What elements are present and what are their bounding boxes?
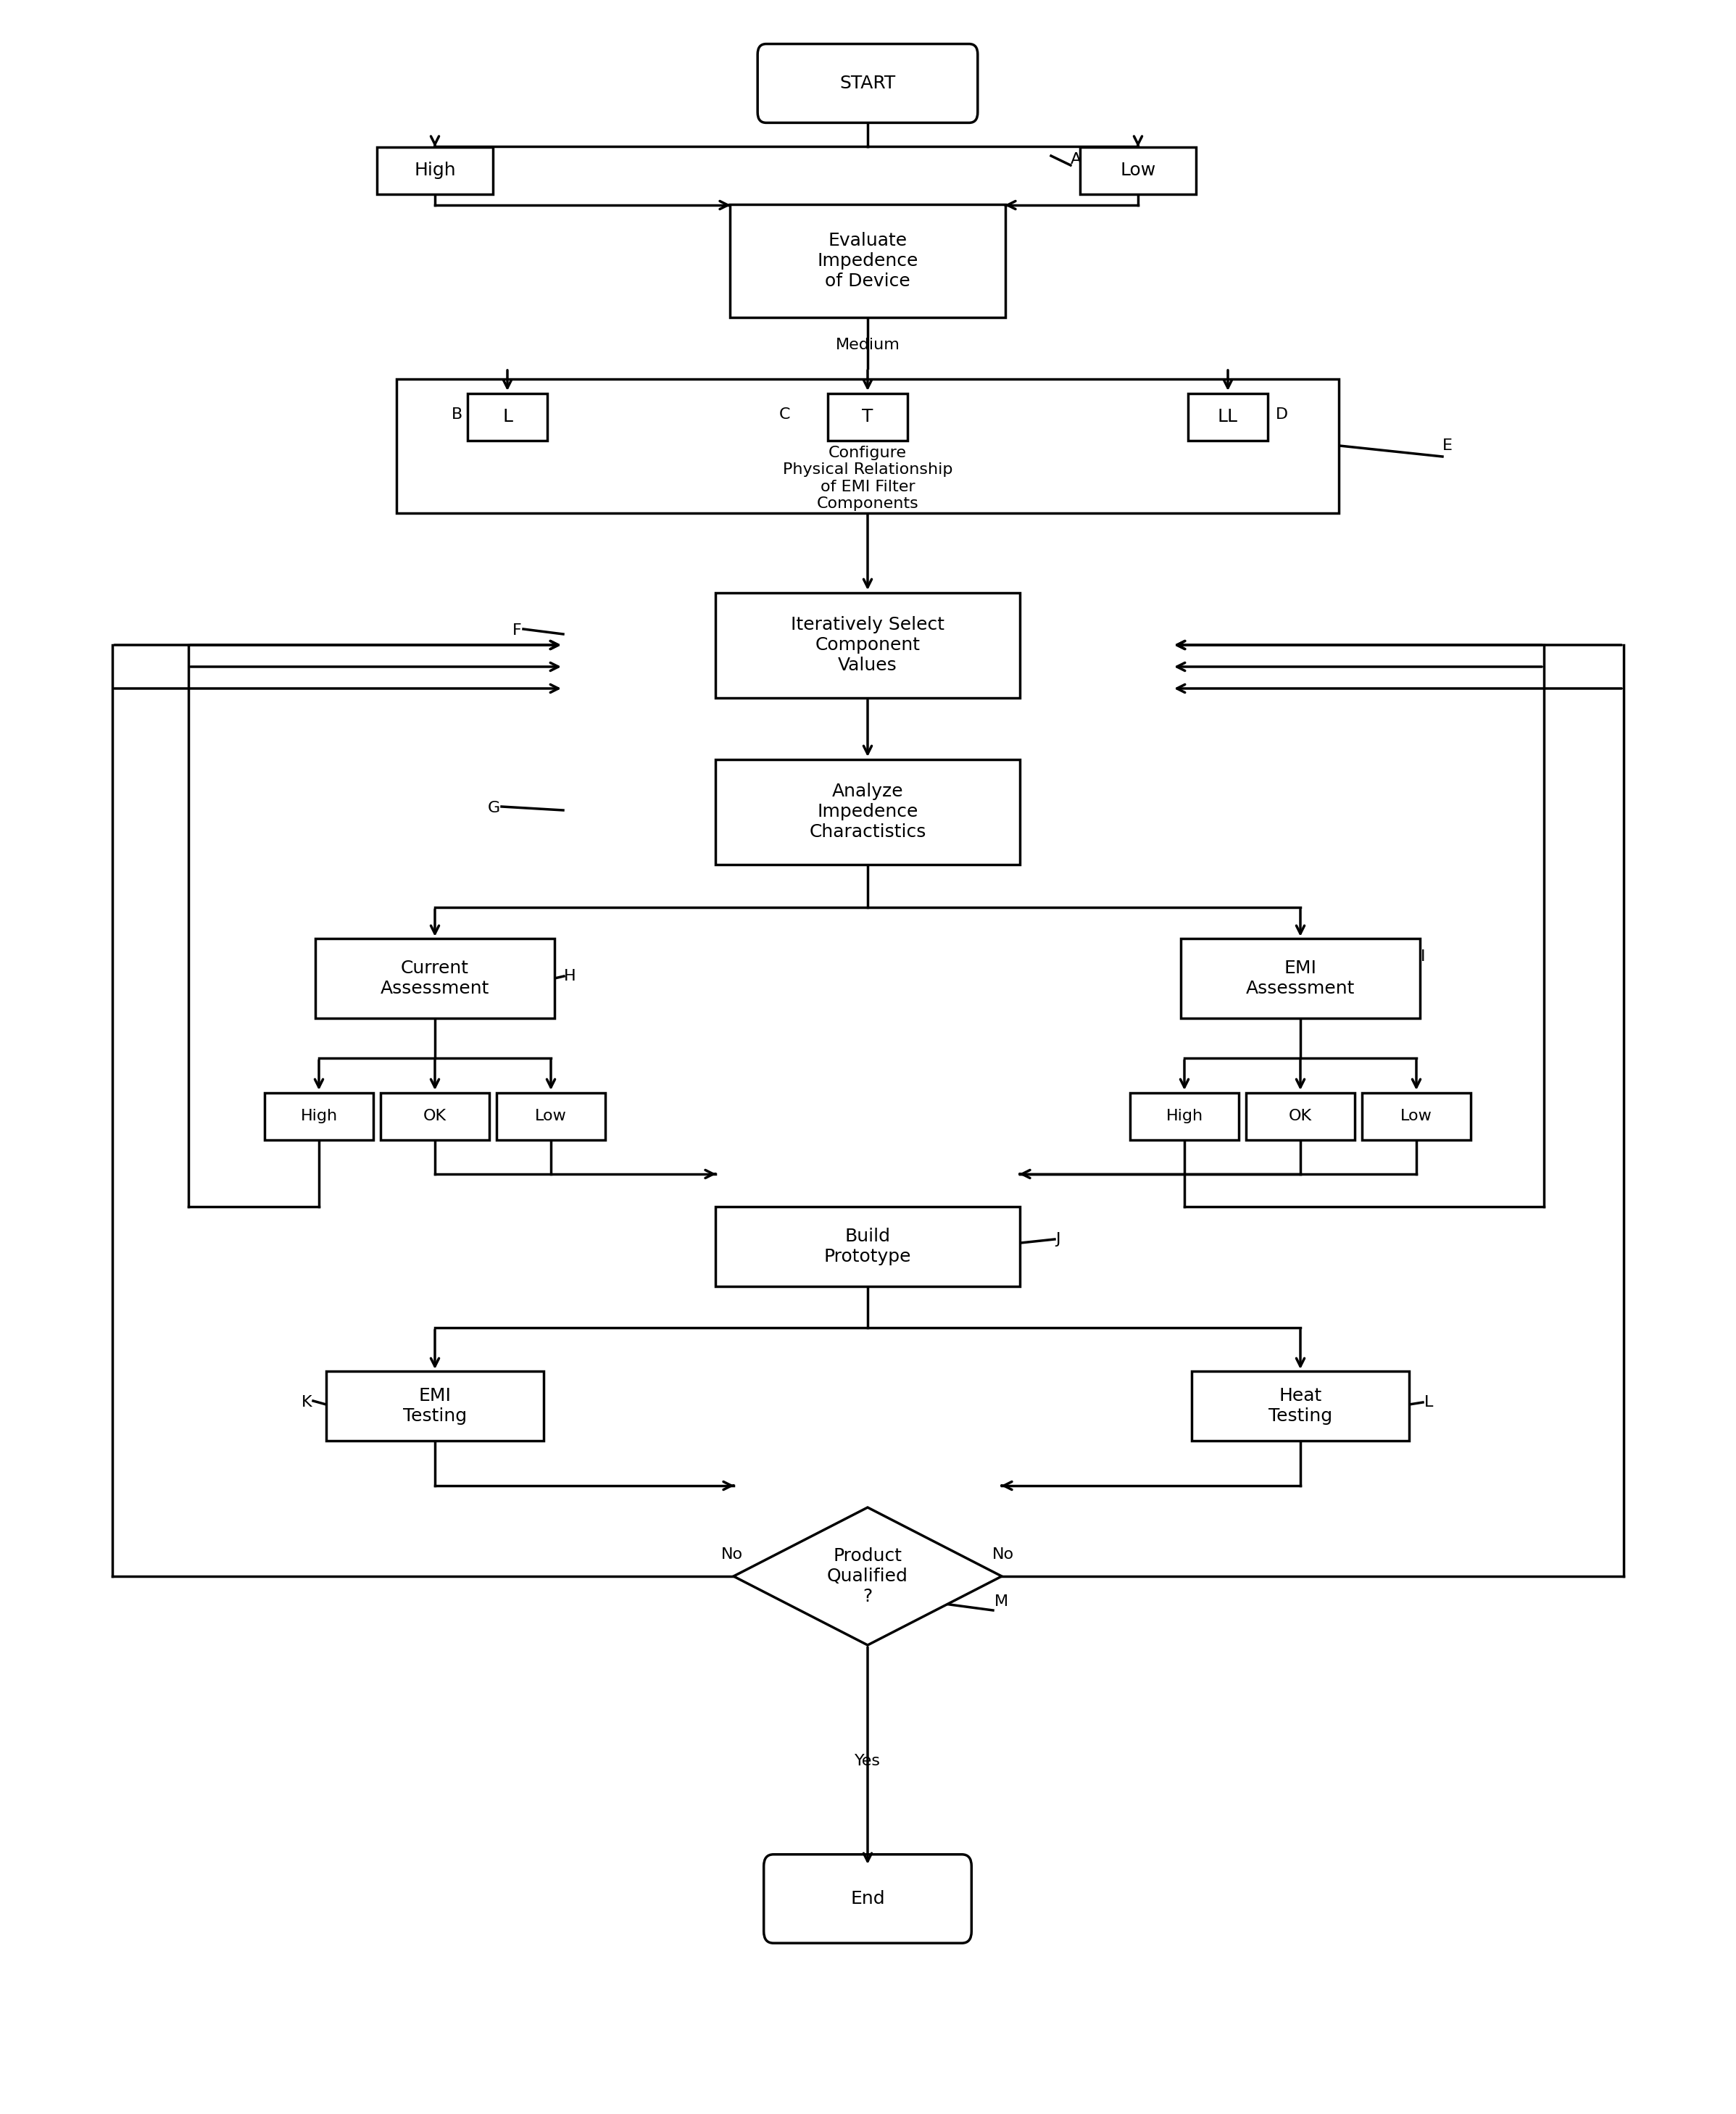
Bar <box>715 592 1019 698</box>
Text: L: L <box>502 408 512 425</box>
Bar <box>1130 1093 1240 1139</box>
Text: J: J <box>1055 1232 1061 1247</box>
Text: Product
Qualified
?: Product Qualified ? <box>826 1547 908 1605</box>
Text: Iteratively Select
Component
Values: Iteratively Select Component Values <box>792 615 944 674</box>
Text: Heat
Testing: Heat Testing <box>1269 1387 1332 1425</box>
Text: START: START <box>840 74 896 93</box>
Text: High: High <box>1167 1110 1203 1123</box>
Text: K: K <box>300 1395 312 1410</box>
Text: D: D <box>1276 408 1288 423</box>
Text: F: F <box>512 624 523 638</box>
Bar <box>828 393 908 440</box>
Bar <box>380 1093 490 1139</box>
Text: T: T <box>863 408 873 425</box>
Text: B: B <box>451 408 462 423</box>
Bar <box>1191 1372 1410 1440</box>
Text: LL: LL <box>1217 408 1238 425</box>
Text: Medium: Medium <box>835 338 899 353</box>
Text: Low: Low <box>1401 1110 1432 1123</box>
Text: Evaluate
Impedence
of Device: Evaluate Impedence of Device <box>818 233 918 290</box>
FancyBboxPatch shape <box>764 1854 972 1943</box>
Text: No: No <box>993 1547 1014 1562</box>
Text: A: A <box>1071 152 1082 167</box>
Bar <box>1363 1093 1470 1139</box>
Bar <box>1187 393 1267 440</box>
Bar <box>729 205 1005 317</box>
Bar <box>264 1093 373 1139</box>
Text: OK: OK <box>424 1110 446 1123</box>
Text: EMI
Assessment: EMI Assessment <box>1246 960 1354 998</box>
Text: High: High <box>413 161 457 180</box>
Text: End: End <box>851 1890 885 1907</box>
Text: Current
Assessment: Current Assessment <box>380 960 490 998</box>
Bar <box>715 1207 1019 1287</box>
Text: No: No <box>720 1547 743 1562</box>
Text: High: High <box>300 1110 337 1123</box>
Bar <box>377 146 493 194</box>
Bar <box>715 759 1019 865</box>
Text: Low: Low <box>535 1110 566 1123</box>
Bar <box>316 939 554 1019</box>
Text: EMI
Testing: EMI Testing <box>403 1387 467 1425</box>
FancyBboxPatch shape <box>757 44 977 123</box>
Bar <box>1180 939 1420 1019</box>
Text: I: I <box>1420 949 1425 964</box>
Bar <box>326 1372 543 1440</box>
Bar <box>396 378 1338 514</box>
Bar <box>1246 1093 1354 1139</box>
Text: Low: Low <box>1120 161 1156 180</box>
Text: M: M <box>995 1594 1009 1609</box>
Bar <box>496 1093 606 1139</box>
Bar <box>1080 146 1196 194</box>
Bar <box>467 393 547 440</box>
Text: C: C <box>779 408 790 423</box>
Text: OK: OK <box>1288 1110 1312 1123</box>
Text: Build
Prototype: Build Prototype <box>825 1228 911 1266</box>
Text: Analyze
Impedence
Charactistics: Analyze Impedence Charactistics <box>809 782 925 841</box>
Text: Configure
Physical Relationship
of EMI Filter
Components: Configure Physical Relationship of EMI F… <box>783 446 953 512</box>
Text: G: G <box>488 801 500 816</box>
Text: H: H <box>564 968 576 983</box>
Polygon shape <box>734 1507 1002 1645</box>
Text: Yes: Yes <box>854 1755 880 1767</box>
Text: E: E <box>1443 438 1453 452</box>
Text: L: L <box>1424 1395 1434 1410</box>
